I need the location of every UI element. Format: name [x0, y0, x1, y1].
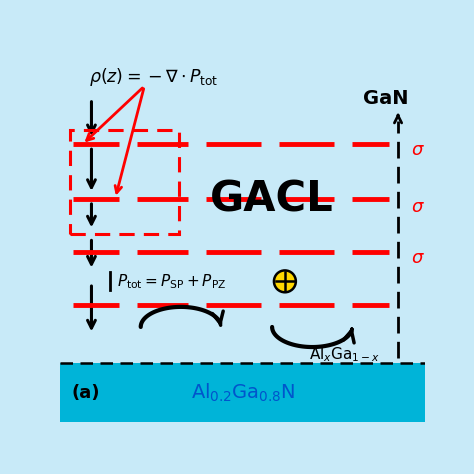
Text: $\rho(z) = -\nabla \cdot P_{\mathrm{tot}}$: $\rho(z) = -\nabla \cdot P_{\mathrm{tot}…	[89, 66, 218, 88]
Text: $\sigma$: $\sigma$	[411, 198, 425, 216]
Text: GaN: GaN	[364, 90, 409, 109]
Text: Al$_x$Ga$_{1-x}$: Al$_x$Ga$_{1-x}$	[309, 345, 380, 364]
Circle shape	[274, 270, 296, 292]
Text: $\sigma$: $\sigma$	[411, 141, 425, 159]
Text: Al$_{0.2}$Ga$_{0.8}$N: Al$_{0.2}$Ga$_{0.8}$N	[191, 382, 295, 404]
Text: $P_{\mathrm{tot}} = P_{\mathrm{SP}}+P_{\mathrm{PZ}}$: $P_{\mathrm{tot}} = P_{\mathrm{SP}}+P_{\…	[117, 272, 226, 291]
Text: $\sigma$: $\sigma$	[411, 249, 425, 266]
Text: GACL: GACL	[210, 178, 334, 220]
Bar	[61, 364, 425, 422]
Text: (a): (a)	[72, 383, 100, 401]
